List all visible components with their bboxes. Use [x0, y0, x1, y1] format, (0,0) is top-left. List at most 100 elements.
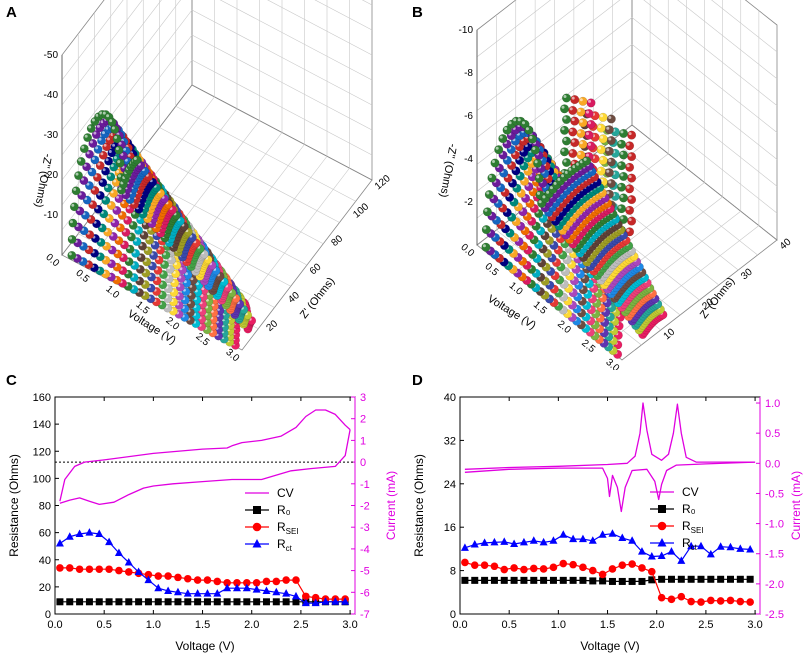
sphere-highlight	[206, 292, 210, 296]
y-tick-label: 16	[444, 522, 456, 534]
sphere-highlight	[152, 242, 156, 246]
zim-tick-label: -20	[44, 170, 59, 181]
y-tick-label: 40	[39, 555, 51, 567]
sphere-highlight	[157, 247, 161, 251]
sphere-highlight	[105, 158, 109, 162]
data-point-RSEI	[677, 592, 686, 601]
data-point-Rct	[490, 537, 499, 546]
sphere-highlight	[108, 150, 112, 153]
sphere-highlight	[600, 157, 604, 161]
data-sphere	[69, 202, 79, 212]
sphere-highlight	[628, 196, 632, 200]
data-sphere	[568, 127, 578, 137]
legend-label: Rct	[682, 536, 698, 552]
data-point-R0	[579, 576, 587, 584]
sphere-highlight	[628, 132, 632, 136]
x-axis-label: Voltage (V)	[175, 639, 234, 653]
data-point-R0	[292, 598, 300, 606]
data-point-Rct	[706, 549, 715, 558]
data-point-RSEI	[65, 564, 74, 572]
sphere-highlight	[119, 212, 123, 216]
data-sphere	[132, 155, 142, 165]
data-point-Rct	[154, 583, 163, 592]
sphere-highlight	[571, 118, 575, 122]
data-sphere	[561, 157, 571, 167]
data-point-RSEI	[520, 565, 528, 574]
sphere-highlight	[534, 160, 538, 164]
data-sphere	[68, 218, 78, 228]
data-sphere	[484, 189, 494, 199]
data-point-R0	[697, 575, 705, 583]
data-point-RSEI	[628, 560, 636, 568]
sphere-highlight	[482, 244, 486, 248]
sphere-highlight	[561, 127, 565, 131]
data-sphere	[578, 139, 588, 149]
sphere-highlight	[112, 143, 116, 147]
data-point-R0	[599, 577, 607, 585]
data-point-RSEI	[588, 566, 597, 575]
data-point-RSEI	[461, 558, 469, 567]
sphere-highlight	[105, 185, 109, 189]
data-point-RSEI	[736, 597, 745, 606]
sphere-highlight	[107, 173, 111, 177]
sphere-highlight	[499, 135, 503, 139]
panel-label-d: D	[412, 372, 423, 389]
sphere-highlight	[620, 151, 624, 155]
sphere-highlight	[163, 252, 166, 256]
data-sphere	[598, 155, 608, 165]
zim-tick-label: -8	[464, 68, 473, 79]
sphere-highlight	[491, 159, 496, 164]
sphere-highlight	[69, 220, 73, 224]
sphere-highlight	[587, 142, 592, 146]
data-sphere	[616, 161, 626, 171]
sphere-highlight	[600, 114, 604, 118]
data-sphere	[490, 158, 500, 168]
panel-label-a: A	[6, 4, 17, 21]
sphere-highlight	[587, 121, 592, 125]
sphere-highlight	[141, 232, 145, 236]
data-point-RSEI	[657, 593, 666, 602]
y2-tick-label: 0	[360, 457, 366, 469]
sphere-highlight	[598, 168, 602, 172]
data-sphere	[568, 105, 578, 115]
sphere-highlight	[585, 110, 590, 114]
data-point-Rct	[637, 547, 646, 555]
sphere-highlight	[135, 227, 139, 231]
data-point-Rct	[331, 597, 340, 605]
data-point-RSEI	[500, 565, 509, 574]
data-point-Rct	[716, 542, 725, 550]
x-tick-label: 1.5	[600, 619, 615, 631]
y2-tick-label: -2.0	[765, 579, 784, 591]
data-point-R0	[658, 575, 666, 583]
legend-label: R₀	[277, 503, 291, 517]
data-point-RSEI	[262, 577, 271, 586]
data-point-Rct	[628, 536, 637, 544]
sphere-highlight	[553, 181, 557, 185]
data-sphere	[533, 158, 543, 168]
x-tick-label: 1.0	[146, 619, 161, 631]
data-point-Rct	[301, 598, 310, 607]
y2-tick-label: 1.0	[765, 398, 780, 410]
y-tick-label: 0	[45, 609, 51, 621]
data-point-Rct	[687, 541, 696, 550]
panel-label-b: B	[412, 4, 423, 21]
sphere-highlight	[626, 142, 630, 146]
sphere-highlight	[577, 151, 581, 156]
sphere-highlight	[109, 119, 113, 123]
sphere-highlight	[561, 170, 565, 174]
data-point-R0	[223, 598, 231, 606]
cv-curve	[464, 402, 756, 470]
legend-marker	[657, 521, 667, 531]
data-point-RSEI	[539, 565, 548, 573]
sphere-highlight	[99, 111, 103, 115]
data-sphere	[586, 119, 596, 129]
data-point-RSEI	[85, 565, 94, 574]
data-point-R0	[105, 598, 113, 606]
data-point-RSEI	[638, 564, 646, 572]
data-sphere	[561, 114, 571, 124]
legend-label: RSEI	[277, 520, 299, 536]
sphere-highlight	[620, 216, 624, 220]
sphere-highlight	[81, 177, 84, 181]
data-point-Rct	[85, 528, 94, 536]
data-sphere	[110, 124, 120, 134]
